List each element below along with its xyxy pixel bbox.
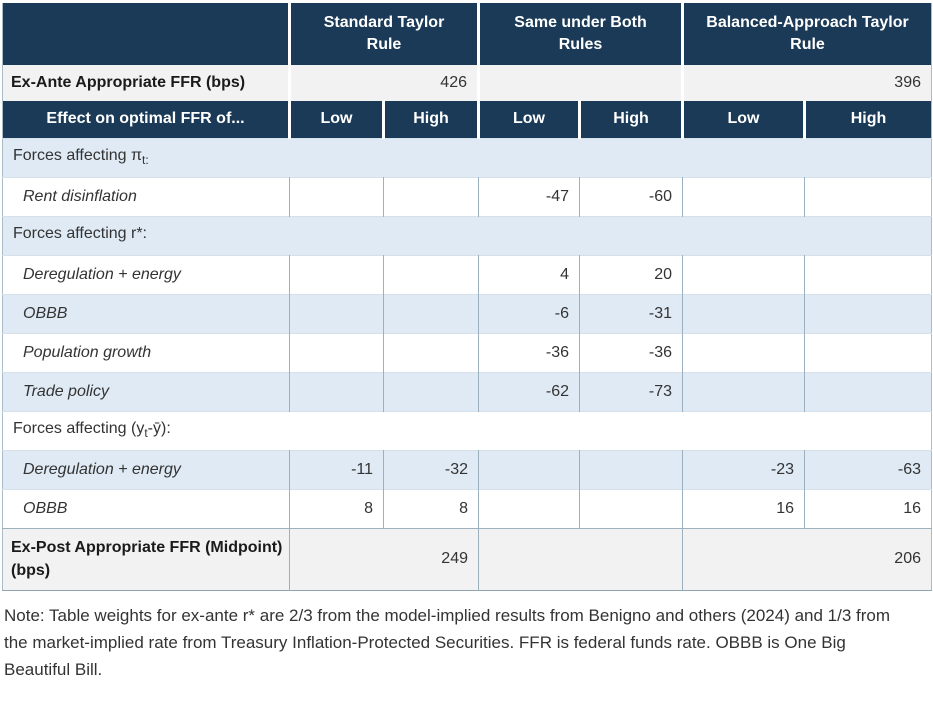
row-label: OBBB	[2, 293, 290, 333]
col-group-label: Balanced-Approach Taylor Rule	[706, 14, 909, 53]
subcol-standard-low: Low	[289, 101, 385, 138]
value-cell	[478, 488, 580, 528]
value-cell: 8	[289, 488, 384, 528]
section-label: Forces affecting πt:	[2, 137, 932, 177]
value-cell	[682, 332, 805, 372]
value-cell: -60	[579, 176, 683, 216]
value-cell: -31	[579, 293, 683, 333]
value-cell: -73	[579, 371, 683, 411]
section-label-subscript: t:	[142, 153, 149, 168]
value-cell	[579, 488, 683, 528]
effect-header-label: Effect on optimal FFR of...	[2, 101, 291, 138]
ex-post-standard-taylor-value: 249	[289, 527, 479, 590]
row-label: OBBB	[2, 488, 290, 528]
table-row-rent-disinflation: Rent disinflation -47 -60	[2, 176, 932, 216]
low-high-subheader-row: Effect on optimal FFR of... Low High Low…	[2, 101, 932, 138]
value-cell: -32	[383, 449, 479, 489]
table-row-population-growth: Population growth -36 -36	[2, 332, 932, 372]
value-cell	[682, 254, 805, 294]
value-cell: 16	[804, 488, 932, 528]
section-label: Forces affecting (yt-ȳ):	[2, 410, 932, 450]
value-cell	[383, 332, 479, 372]
column-group-header-row: Standard Taylor Rule Same under Both Rul…	[2, 3, 932, 65]
value-cell: -11	[289, 449, 384, 489]
value-cell	[682, 176, 805, 216]
section-label-suffix: -ȳ):	[147, 420, 171, 438]
value-cell	[383, 371, 479, 411]
row-label: Rent disinflation	[2, 176, 290, 216]
value-cell	[383, 176, 479, 216]
table-row-deregulation-energy-gap: Deregulation + energy -11 -32 -23 -63	[2, 449, 932, 489]
ex-post-ffr-row: Ex-Post Appropriate FFR (Midpoint) (bps)…	[2, 527, 932, 590]
value-cell: -36	[579, 332, 683, 372]
col-group-label: Standard Taylor Rule	[323, 14, 445, 53]
row-label: Population growth	[2, 332, 290, 372]
table-row-obbb-gap: OBBB 8 8 16 16	[2, 488, 932, 528]
section-label-text: Forces affecting (y	[13, 420, 145, 438]
value-cell: 4	[478, 254, 580, 294]
ex-post-same-under-both-value	[478, 527, 683, 590]
value-cell: -36	[478, 332, 580, 372]
ex-ante-same-under-both-value	[478, 65, 684, 101]
corner-cell	[2, 3, 291, 65]
subcol-balanced-low: Low	[682, 101, 806, 138]
ex-ante-balanced-approach-value: 396	[682, 65, 932, 101]
value-cell	[804, 254, 932, 294]
value-cell: -47	[478, 176, 580, 216]
value-cell	[383, 254, 479, 294]
table-row-deregulation-energy-rstar: Deregulation + energy 4 20	[2, 254, 932, 294]
row-label: Trade policy	[2, 371, 290, 411]
taylor-rule-table: Standard Taylor Rule Same under Both Rul…	[2, 3, 932, 591]
table-note: Note: Table weights for ex-ante r* are 2…	[4, 605, 891, 679]
value-cell	[804, 293, 932, 333]
section-label-text: Forces affecting π	[13, 147, 143, 165]
value-cell: 16	[682, 488, 805, 528]
value-cell	[289, 293, 384, 333]
section-label-text: Forces affecting r*:	[13, 225, 147, 243]
value-cell: -23	[682, 449, 805, 489]
section-row-rstar: Forces affecting r*:	[2, 215, 932, 255]
value-cell: 8	[383, 488, 479, 528]
ex-ante-standard-taylor-value: 426	[289, 65, 480, 101]
row-label: Ex-Post Appropriate FFR (Midpoint) (bps)	[2, 527, 290, 590]
row-label: Deregulation + energy	[2, 254, 290, 294]
value-cell	[804, 176, 932, 216]
value-cell	[682, 371, 805, 411]
subcol-same-high: High	[579, 101, 684, 138]
subcol-standard-high: High	[383, 101, 480, 138]
subcol-balanced-high: High	[804, 101, 932, 138]
value-cell: 20	[579, 254, 683, 294]
col-group-balanced-approach-taylor-rule: Balanced-Approach Taylor Rule	[682, 3, 932, 65]
table-row-trade-policy: Trade policy -62 -73	[2, 371, 932, 411]
value-cell: -6	[478, 293, 580, 333]
value-cell	[289, 176, 384, 216]
value-cell	[383, 293, 479, 333]
value-cell	[478, 449, 580, 489]
value-cell	[804, 332, 932, 372]
value-cell	[289, 254, 384, 294]
table-row-obbb-rstar: OBBB -6 -31	[2, 293, 932, 333]
value-cell	[682, 293, 805, 333]
col-group-label: Same under Both Rules	[514, 14, 647, 53]
col-group-standard-taylor-rule: Standard Taylor Rule	[289, 3, 480, 65]
value-cell	[289, 371, 384, 411]
value-cell	[289, 332, 384, 372]
row-label: Deregulation + energy	[2, 449, 290, 489]
subcol-same-low: Low	[478, 101, 581, 138]
value-cell	[579, 449, 683, 489]
section-row-inflation: Forces affecting πt:	[2, 137, 932, 177]
value-cell: -62	[478, 371, 580, 411]
ex-ante-ffr-row: Ex-Ante Appropriate FFR (bps) 426 396	[2, 65, 932, 101]
value-cell: -63	[804, 449, 932, 489]
row-label: Ex-Ante Appropriate FFR (bps)	[2, 65, 291, 101]
col-group-same-under-both-rules: Same under Both Rules	[478, 3, 684, 65]
section-label-subscript: t	[144, 426, 148, 441]
section-label: Forces affecting r*:	[2, 215, 932, 255]
ex-post-balanced-approach-value: 206	[682, 527, 932, 590]
section-row-output-gap: Forces affecting (yt-ȳ):	[2, 410, 932, 450]
value-cell	[804, 371, 932, 411]
